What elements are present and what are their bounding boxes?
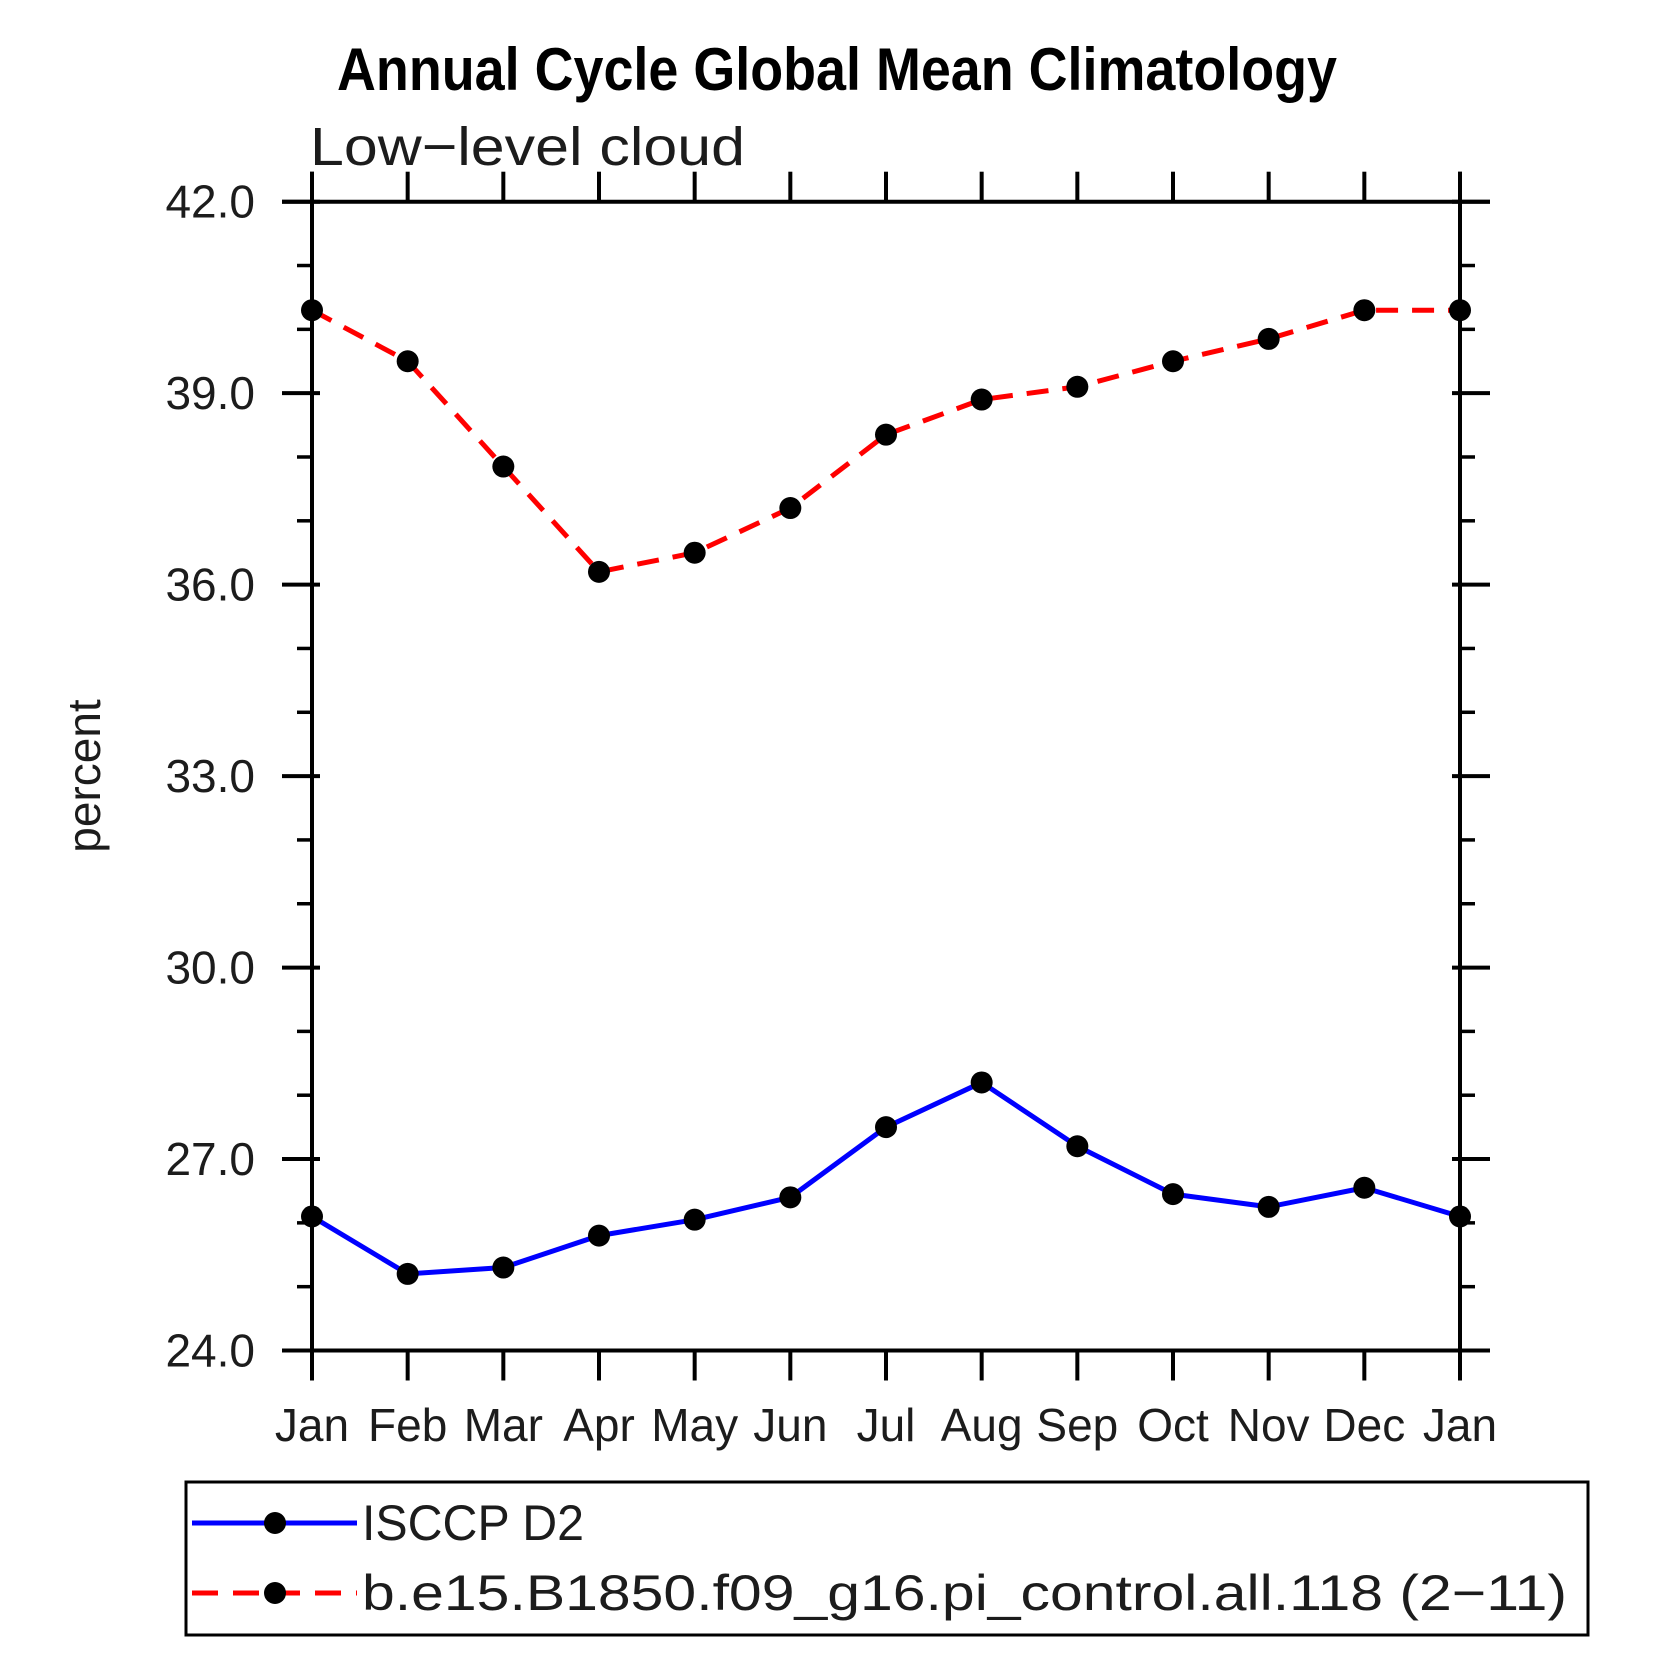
data-point xyxy=(1066,375,1089,398)
data-point xyxy=(588,560,610,583)
x-tick-label: Sep xyxy=(1036,1399,1118,1451)
y-axis-title: percent xyxy=(58,699,110,853)
axes-layer: Jan Feb Mar Apr May Jun Jul Aug Sep Oct Nov Dec Jan 4… xyxy=(165,171,1497,1451)
x-tick-label: Dec xyxy=(1323,1399,1405,1451)
legend-entry-model: b.e15.B1850.f09_g16.pi_control.all.118 (… xyxy=(192,1565,1567,1621)
data-point xyxy=(1066,1135,1089,1158)
data-point xyxy=(1257,327,1280,350)
data-point xyxy=(492,455,515,478)
legend-entry-isccp: ISCCP D2 xyxy=(192,1495,584,1551)
y-tick-label: 27.0 xyxy=(165,1133,255,1185)
data-point xyxy=(683,1208,706,1231)
x-tick-label: May xyxy=(651,1399,738,1451)
data-point xyxy=(301,1205,323,1228)
y-tick-label: 42.0 xyxy=(165,176,255,228)
data-point xyxy=(1449,1205,1471,1228)
chart-title: Annual Cycle Global Mean Climatology xyxy=(337,36,1338,103)
x-tick-label: Jun xyxy=(753,1399,827,1451)
x-tick-label: Oct xyxy=(1137,1399,1209,1451)
data-point xyxy=(970,1071,993,1094)
y-tick-label: 33.0 xyxy=(165,750,255,802)
legend-label-model: b.e15.B1850.f09_g16.pi_control.all.118 (… xyxy=(362,1565,1567,1621)
data-point xyxy=(1449,299,1471,322)
data-point xyxy=(1257,1195,1280,1218)
data-point xyxy=(779,1186,802,1209)
x-tick-label: Feb xyxy=(368,1399,447,1451)
data-point xyxy=(970,388,993,411)
data-point xyxy=(1353,299,1376,322)
legend-box xyxy=(184,1480,1590,1637)
data-point xyxy=(1353,1176,1376,1199)
legend: ISCCP D2 b.e15.B1850.f09_g16.pi_control.… xyxy=(184,1480,1590,1637)
x-tick-label: Mar xyxy=(464,1399,543,1451)
chart-subtitle: Low−level cloud xyxy=(310,117,745,177)
legend-marker-icon xyxy=(264,1512,286,1534)
y-tick-label: 30.0 xyxy=(165,942,255,994)
legend-marker-icon xyxy=(264,1582,286,1604)
legend-label-isccp: ISCCP D2 xyxy=(362,1495,584,1551)
x-tick-label: Apr xyxy=(563,1399,635,1451)
data-point xyxy=(683,541,706,564)
x-tick-label: Jul xyxy=(857,1399,916,1451)
x-tick-label: Jan xyxy=(1423,1399,1497,1451)
data-point xyxy=(396,350,419,373)
data-point xyxy=(875,1116,897,1139)
data-point xyxy=(396,1262,419,1285)
y-tick-label: 24.0 xyxy=(165,1325,255,1377)
data-point xyxy=(1162,1183,1184,1206)
y-tick-label: 36.0 xyxy=(165,559,255,611)
data-point xyxy=(301,299,323,322)
data-point xyxy=(492,1256,515,1279)
series-layer xyxy=(301,299,1471,1285)
series-line-isccp xyxy=(310,1079,1461,1277)
data-point xyxy=(1162,350,1184,373)
data-point xyxy=(875,423,897,446)
data-point xyxy=(588,1224,610,1247)
x-tick-label: Nov xyxy=(1228,1399,1310,1451)
x-tick-label: Aug xyxy=(941,1399,1023,1451)
data-point xyxy=(779,497,802,520)
y-tick-label: 39.0 xyxy=(165,367,255,419)
x-tick-label: Jan xyxy=(275,1399,349,1451)
